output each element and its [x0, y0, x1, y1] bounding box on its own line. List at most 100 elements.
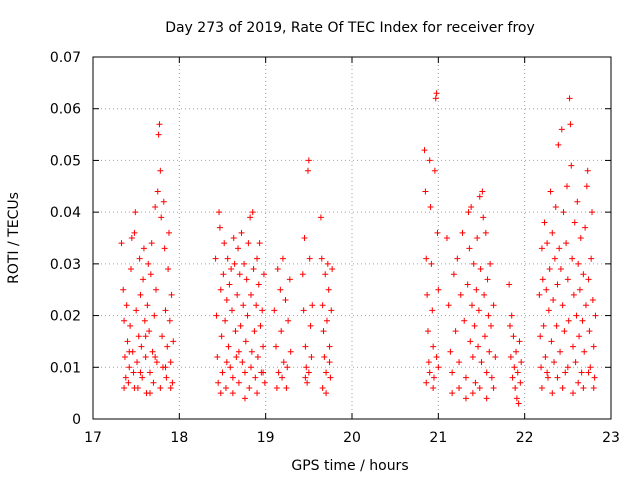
roti-point [300, 307, 307, 314]
roti-point [429, 307, 436, 314]
roti-point [585, 276, 592, 283]
roti-point [123, 302, 130, 309]
roti-point [516, 338, 523, 345]
roti-point [430, 384, 437, 391]
roti-point [571, 219, 578, 226]
roti-point [564, 276, 571, 283]
roti-point [167, 384, 174, 391]
roti-point [425, 359, 432, 366]
roti-point [118, 240, 125, 247]
roti-point [586, 328, 593, 335]
roti-point [320, 328, 327, 335]
roti-point [457, 291, 464, 298]
roti-point [241, 395, 248, 402]
roti-point [138, 343, 145, 350]
roti-point [218, 333, 225, 340]
roti-point [483, 395, 490, 402]
roti-point [246, 384, 253, 391]
roti-point [484, 276, 491, 283]
roti-point [317, 214, 324, 221]
roti-point [127, 266, 134, 273]
roti-point [236, 271, 243, 278]
roti-point [544, 374, 551, 381]
roti-point [482, 229, 489, 236]
roti-point [235, 348, 242, 355]
roti-point [127, 322, 134, 329]
roti-point [259, 307, 266, 314]
x-axis-ticks: 17 18 19 20 21 22 23 [84, 57, 620, 446]
roti-point [329, 266, 336, 273]
roti-point [163, 374, 170, 381]
roti-point [556, 245, 563, 252]
roti-point [137, 369, 144, 376]
roti-point [468, 203, 475, 210]
roti-point [554, 281, 561, 288]
roti-point [128, 235, 135, 241]
roti-point [146, 390, 153, 397]
roti-point [575, 379, 582, 386]
roti-point [513, 348, 520, 355]
roti-point [583, 183, 590, 190]
roti-point [324, 260, 331, 267]
roti-point [478, 359, 485, 366]
roti-point [307, 322, 314, 329]
x-tick-label: 21 [429, 430, 447, 446]
roti-point [304, 379, 311, 386]
roti-point [153, 286, 160, 293]
roti-point [273, 384, 280, 391]
roti-point [305, 369, 312, 376]
roti-point [150, 379, 157, 386]
roti-point [506, 281, 513, 288]
roti-point [464, 281, 471, 288]
roti-point [253, 302, 260, 309]
y-tick-label: 0.05 [50, 153, 81, 169]
roti-point [250, 266, 257, 273]
roti-point [241, 260, 248, 267]
roti-point [161, 245, 168, 252]
roti-point [318, 255, 325, 262]
x-axis-title: GPS time / hours [291, 458, 408, 474]
roti-point [510, 333, 517, 340]
roti-point [152, 353, 159, 360]
roti-point [140, 276, 147, 283]
roti-point [551, 359, 558, 366]
roti-point [435, 364, 442, 371]
roti-point [233, 353, 240, 360]
roti-point [243, 276, 250, 283]
roti-point [319, 302, 326, 309]
roti-point [254, 390, 261, 397]
roti-point [562, 369, 569, 376]
roti-point [121, 384, 128, 391]
roti-point [217, 390, 224, 397]
roti-point [514, 369, 521, 376]
roti-point [153, 359, 160, 366]
grid-lines [93, 57, 611, 419]
roti-point [158, 214, 165, 221]
roti-point [157, 167, 164, 174]
roti-point [554, 374, 561, 381]
roti-point [240, 302, 247, 309]
roti-point [216, 209, 223, 216]
roti-point [302, 343, 309, 350]
roti-point [564, 364, 571, 371]
roti-point [304, 167, 311, 174]
roti-point [423, 379, 430, 386]
roti-point [490, 384, 497, 391]
data-points [118, 90, 599, 407]
roti-point [563, 183, 570, 190]
roti-point [280, 359, 287, 366]
roti-point [476, 384, 483, 391]
roti-point [238, 229, 245, 236]
roti-point [572, 359, 579, 366]
roti-point [465, 209, 472, 216]
roti-point [573, 312, 580, 319]
roti-point [578, 369, 585, 376]
roti-point [544, 240, 551, 247]
roti-point [227, 364, 234, 371]
roti-point [136, 255, 143, 262]
roti-point [125, 379, 132, 386]
roti-point [326, 343, 333, 350]
roti-point [165, 229, 172, 236]
roti-point [309, 302, 316, 309]
